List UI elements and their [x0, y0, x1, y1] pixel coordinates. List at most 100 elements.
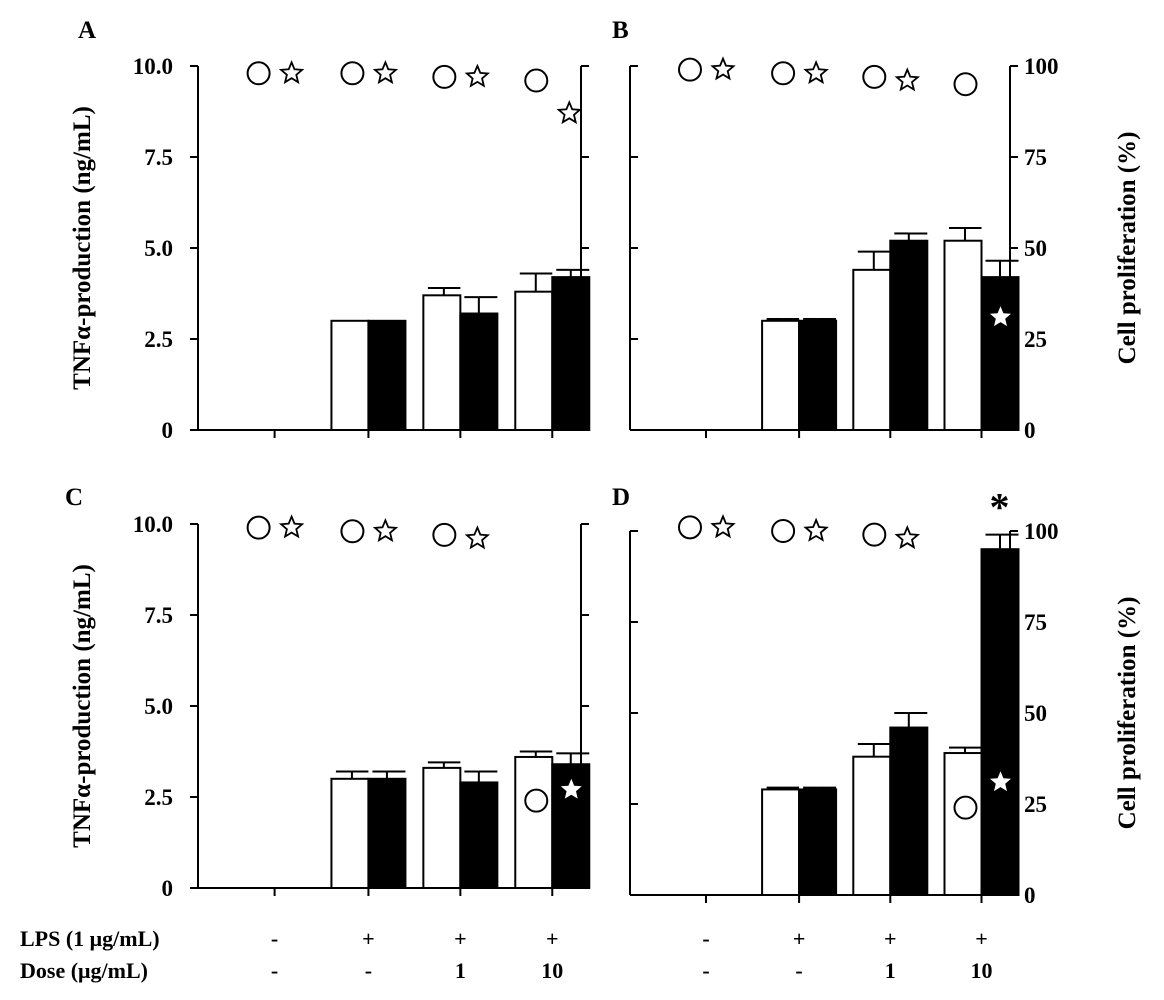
left-y-tick-label: 10.0 [133, 512, 173, 537]
open-bar [514, 290, 554, 431]
open-star-marker [894, 67, 921, 92]
lps-value: - [271, 926, 278, 951]
open-bar [943, 239, 983, 431]
y-axis-title: TNFα-production (ng/mL) [69, 106, 96, 390]
open-star-marker [803, 517, 829, 542]
lps-value: + [546, 926, 559, 951]
open-circle-marker [771, 519, 796, 543]
right-y-tick-label: 100 [1024, 54, 1059, 79]
open-star-marker [710, 56, 736, 81]
open-bar [852, 755, 892, 896]
left-y-tick-label: 7.5 [144, 145, 173, 170]
dose-value: 10 [971, 958, 993, 983]
white-star-marker [990, 306, 1011, 327]
open-circle-marker [862, 64, 887, 89]
dose-value: - [795, 958, 802, 983]
right-y-tick-label: 25 [1024, 327, 1047, 352]
right-y-tick-label: 50 [1024, 236, 1047, 261]
open-star-marker [464, 63, 491, 88]
right-y-axis-title: Cell proliferation (%) [1114, 597, 1141, 830]
left-y-tick-label: 5.0 [144, 236, 173, 261]
open-star-marker [894, 524, 921, 550]
filled-bar [798, 788, 838, 896]
filled-bar [889, 239, 929, 431]
lps-value: + [362, 926, 375, 951]
open-bar [943, 752, 983, 896]
open-circle-marker [524, 788, 549, 813]
dose-value: - [365, 958, 372, 983]
white-star-marker [560, 778, 582, 799]
open-star-marker [278, 59, 305, 85]
dose-value: - [271, 958, 278, 983]
open-circle-marker [246, 515, 271, 540]
left-y-tick-label: 2.5 [144, 327, 173, 352]
filled-bar [889, 726, 929, 896]
left-y-tick-label: 7.5 [144, 603, 173, 628]
filled-bar [367, 777, 407, 889]
dose-row-label: Dose (μg/mL) [20, 958, 148, 983]
lps-value: + [884, 926, 897, 951]
open-star-marker [803, 59, 829, 85]
open-circle-marker [340, 61, 365, 86]
panel-label: D [612, 484, 630, 511]
left-y-tick-label: 0 [162, 876, 174, 901]
right-y-axis-title: Cell proliferation (%) [1114, 132, 1141, 365]
filled-bar [980, 548, 1020, 896]
left-y-tick-label: 5.0 [144, 694, 173, 719]
right-y-tick-label: 25 [1024, 792, 1047, 817]
open-star-marker [464, 525, 491, 550]
open-bar [330, 777, 370, 889]
open-circle-marker [953, 795, 978, 820]
open-circle-marker [678, 515, 702, 540]
open-circle-marker [432, 64, 457, 89]
open-circle-marker [432, 522, 457, 547]
open-bar [761, 788, 801, 896]
open-circle-marker [340, 519, 365, 544]
open-star-marker [710, 514, 736, 539]
open-bar [330, 319, 370, 431]
lps-value: + [454, 926, 467, 951]
right-y-tick-label: 100 [1024, 519, 1059, 544]
right-y-tick-label: 0 [1024, 418, 1036, 443]
right-y-tick-label: 75 [1024, 610, 1047, 635]
open-bar [422, 766, 462, 890]
significance-asterisk: * [990, 485, 1010, 530]
lps-value: - [702, 926, 709, 951]
open-circle-marker [771, 61, 796, 86]
panel-label: B [612, 17, 629, 44]
open-circle-marker [953, 72, 978, 97]
lps-value: + [975, 926, 988, 951]
open-circle-marker [862, 522, 887, 547]
right-y-tick-label: 50 [1024, 701, 1047, 726]
open-star-marker [556, 99, 582, 125]
dose-value: 1 [455, 958, 466, 983]
white-star-marker [990, 771, 1011, 792]
open-circle-marker [678, 57, 702, 82]
filled-bar [367, 319, 407, 431]
open-star-marker [372, 59, 399, 85]
dose-value: 10 [541, 958, 563, 983]
filled-bar [459, 781, 499, 889]
open-bar [514, 755, 554, 890]
right-y-tick-label: 0 [1024, 883, 1036, 908]
open-bar [852, 268, 892, 431]
left-y-tick-label: 10.0 [133, 54, 173, 79]
dose-value: 1 [885, 958, 896, 983]
filled-bar [551, 276, 591, 431]
left-y-tick-label: 0 [162, 418, 174, 443]
open-circle-marker [524, 68, 549, 93]
open-star-marker [372, 517, 399, 543]
dose-value: - [702, 958, 709, 983]
lps-row-label: LPS (1 μg/mL) [20, 926, 160, 951]
filled-bar [459, 312, 499, 431]
y-axis-title: TNFα-production (ng/mL) [69, 564, 96, 848]
filled-bar [798, 319, 838, 431]
right-y-tick-label: 75 [1024, 145, 1047, 170]
lps-value: + [793, 926, 806, 951]
left-y-tick-label: 2.5 [144, 785, 173, 810]
open-star-marker [278, 514, 305, 539]
panel-label: A [78, 17, 96, 44]
filled-bar [980, 276, 1020, 431]
open-circle-marker [246, 61, 271, 86]
